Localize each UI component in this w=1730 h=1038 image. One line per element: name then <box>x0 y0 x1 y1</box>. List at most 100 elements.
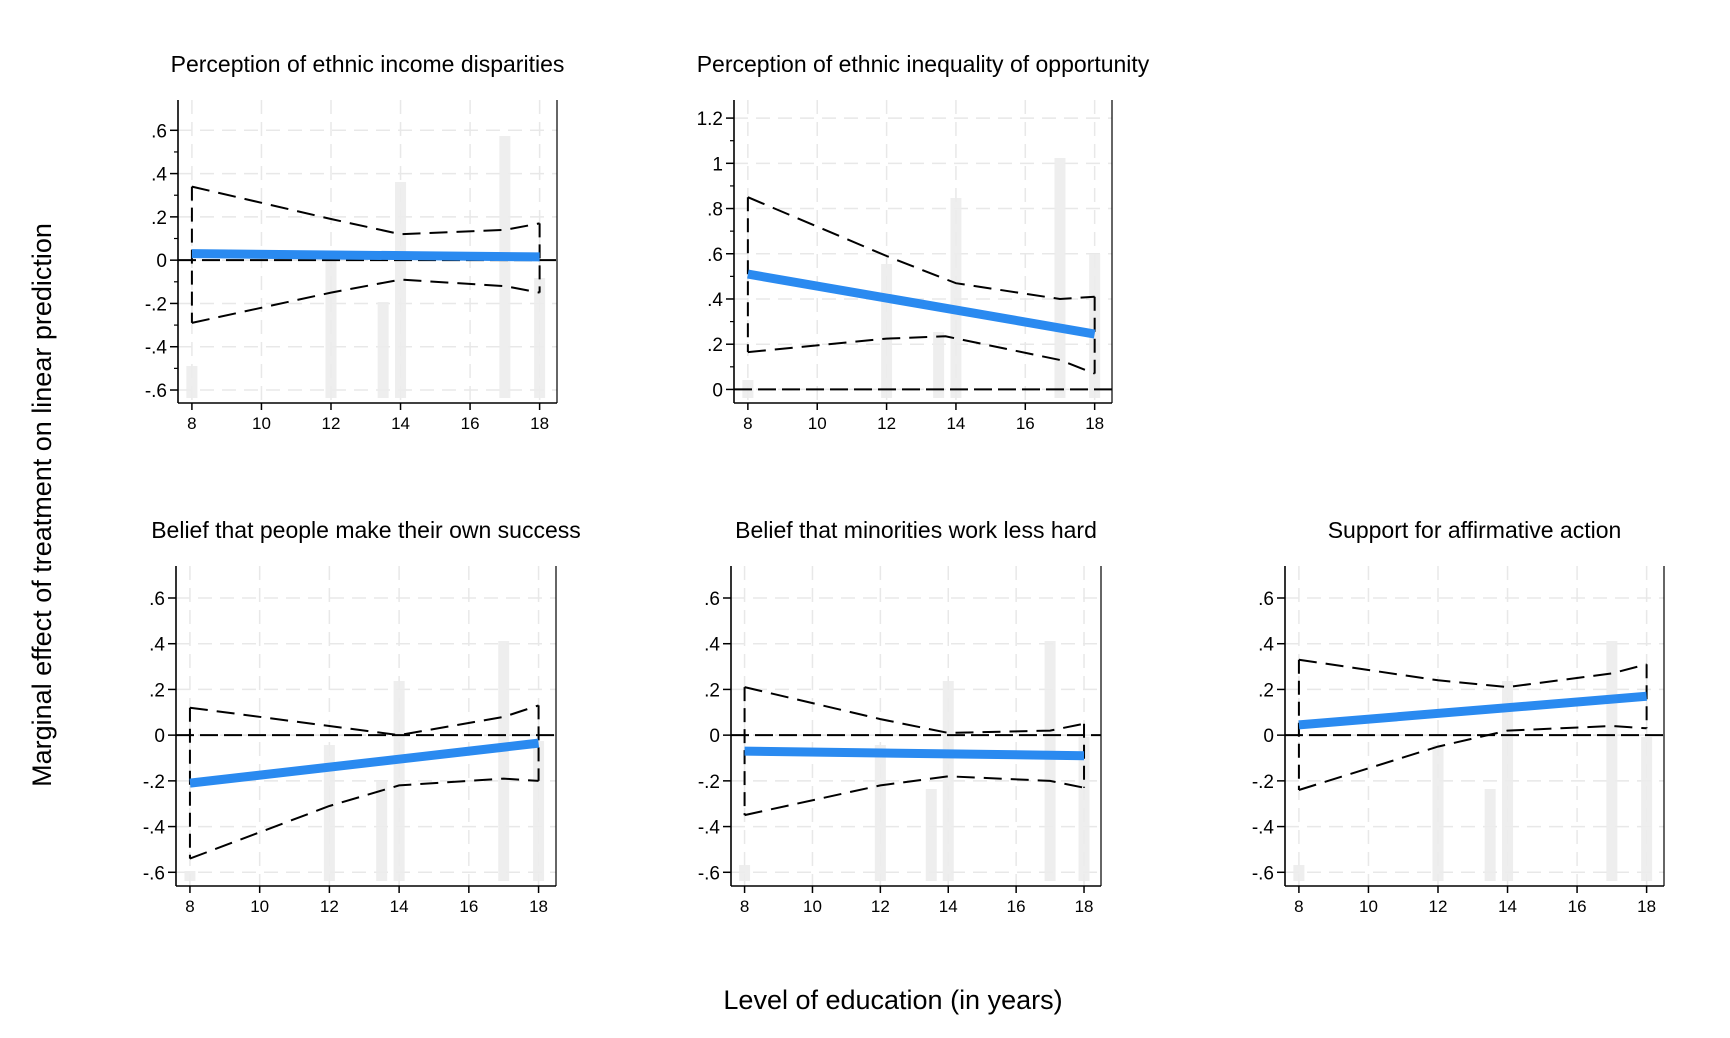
histogram-bar <box>534 278 546 398</box>
x-tick-label: 8 <box>740 897 749 916</box>
histogram-bar <box>1641 737 1653 881</box>
panel-title: Belief that minorities work less hard <box>735 517 1097 543</box>
histogram-bar <box>395 182 407 398</box>
panel-title: Support for affirmative action <box>1328 517 1622 543</box>
y-tick-label: .6 <box>149 589 165 610</box>
estimate-line <box>1298 691 1647 730</box>
histogram-bar <box>376 781 388 881</box>
histogram-bar <box>186 366 198 398</box>
x-tick-label: 18 <box>1637 897 1656 916</box>
y-tick-label: -.4 <box>143 818 166 839</box>
y-tick-label: 1 <box>712 154 723 175</box>
histogram-bar <box>377 302 389 398</box>
estimate-line <box>747 269 1096 339</box>
y-tick-label: -.6 <box>145 381 167 402</box>
x-tick-label: 18 <box>530 414 549 433</box>
x-axis-label: Level of education (in years) <box>723 985 1062 1015</box>
y-tick-label: .4 <box>149 635 165 656</box>
x-tick-label: 14 <box>1498 897 1517 916</box>
y-tick-label: -.4 <box>145 338 168 359</box>
x-tick-label: 12 <box>320 897 339 916</box>
y-tick-label: .2 <box>151 208 167 229</box>
x-tick-label: 14 <box>946 414 965 433</box>
y-tick-label: 0 <box>709 726 720 747</box>
histogram-bar <box>942 681 954 881</box>
y-tick-label: .2 <box>1258 680 1274 701</box>
histogram-bar <box>499 136 511 398</box>
y-tick-label: .6 <box>704 589 720 610</box>
y-tick-label: .2 <box>704 680 720 701</box>
histogram-bar <box>325 252 337 398</box>
y-tick-label: -.6 <box>1252 863 1274 884</box>
histogram-bar <box>498 641 510 881</box>
panel-title: Perception of ethnic income disparities <box>171 51 565 77</box>
x-tick-label: 18 <box>1075 897 1094 916</box>
x-tick-label: 16 <box>1016 414 1035 433</box>
estimate-line <box>191 249 540 262</box>
panel-title: Perception of ethnic inequality of oppor… <box>697 51 1150 77</box>
y-tick-label: -.2 <box>145 294 167 315</box>
x-tick-label: 12 <box>1429 897 1448 916</box>
histogram-bar <box>184 871 196 881</box>
upper-ci-line <box>747 196 1095 301</box>
panel-title: Belief that people make their own succes… <box>151 517 581 543</box>
x-tick-label: 10 <box>250 897 269 916</box>
x-tick-label: 10 <box>1359 897 1378 916</box>
x-tick-label: 16 <box>459 897 478 916</box>
y-tick-label: -.2 <box>1252 772 1274 793</box>
x-tick-label: 18 <box>1085 414 1104 433</box>
panel-5: Support for affirmative action .6 .4 .2 0 -.2… <box>1252 517 1665 916</box>
histogram-bar <box>1044 641 1056 881</box>
lower-ci-line <box>1298 724 1647 791</box>
x-tick-label: 16 <box>461 414 480 433</box>
histogram-bar <box>393 681 405 881</box>
estimate-line <box>744 746 1085 761</box>
y-tick-label: .4 <box>704 635 720 656</box>
y-tick-label: -.4 <box>698 818 721 839</box>
y-tick-label: .4 <box>151 165 167 186</box>
x-tick-label: 10 <box>252 414 271 433</box>
panel-1: Perception of ethnic income disparities.… <box>145 51 565 433</box>
histogram-bar <box>323 745 335 881</box>
x-tick-label: 8 <box>185 897 194 916</box>
y-tick-label: .2 <box>707 335 723 356</box>
y-tick-label: .6 <box>151 121 167 142</box>
upper-ci-line <box>191 185 540 236</box>
panel-3: Belief that people make their own succes… <box>143 517 581 916</box>
x-tick-label: 16 <box>1568 897 1587 916</box>
histogram-bar <box>1484 789 1496 881</box>
y-tick-label: -.2 <box>698 772 720 793</box>
histogram-bar <box>933 332 945 398</box>
lower-ci-line <box>747 335 1096 375</box>
y-tick-label: -.4 <box>1252 818 1275 839</box>
x-tick-label: 16 <box>1007 897 1026 916</box>
x-tick-label: 12 <box>877 414 896 433</box>
panels: Perception of ethnic income disparities.… <box>143 51 1665 916</box>
lower-ci-line <box>744 775 1085 817</box>
y-tick-label: .4 <box>1258 635 1274 656</box>
histogram-bar <box>1293 865 1305 881</box>
x-tick-label: 14 <box>390 897 409 916</box>
x-tick-label: 8 <box>187 414 196 433</box>
histogram-bar <box>925 789 937 881</box>
upper-ci-line <box>189 704 539 737</box>
lower-ci-line <box>189 777 539 860</box>
x-tick-label: 8 <box>743 414 752 433</box>
lower-ci-line <box>191 278 540 324</box>
histogram-bar <box>950 198 962 398</box>
upper-ci-line <box>744 686 1085 734</box>
histogram-bar <box>1502 681 1514 881</box>
upper-ci-line <box>1298 658 1647 689</box>
histogram-bar <box>881 264 893 398</box>
y-tick-label: -.6 <box>698 863 720 884</box>
histogram-bar <box>1432 745 1444 881</box>
y-tick-label: 0 <box>154 726 165 747</box>
x-tick-label: 8 <box>1294 897 1303 916</box>
y-tick-label: .2 <box>149 680 165 701</box>
x-tick-label: 12 <box>871 897 890 916</box>
x-tick-label: 14 <box>939 897 958 916</box>
panel-2: Perception of ethnic inequality of oppor… <box>697 51 1150 433</box>
y-tick-label: -.2 <box>143 772 165 793</box>
x-tick-label: 10 <box>808 414 827 433</box>
